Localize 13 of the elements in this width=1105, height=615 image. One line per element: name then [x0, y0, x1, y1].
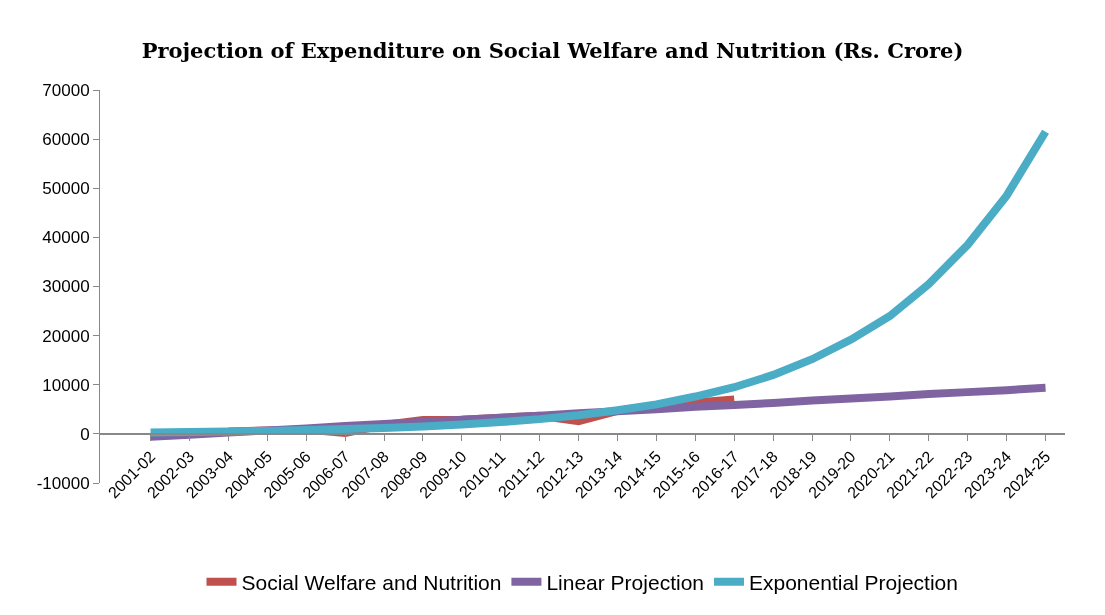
y-tick-label: 70000: [42, 80, 90, 100]
y-tick-label: -10000: [36, 473, 90, 493]
y-tick-label: 20000: [42, 326, 90, 346]
y-tick-label: 0: [80, 424, 90, 444]
y-tick-label: 30000: [42, 277, 90, 297]
legend-label: Exponential Projection: [749, 570, 958, 594]
y-tick-label: 40000: [42, 228, 90, 248]
y-tick-label: 60000: [42, 130, 90, 150]
y-tick-label: 50000: [42, 179, 90, 199]
legend-label: Social Welfare and Nutrition: [241, 570, 502, 594]
legend-label: Linear Projection: [546, 570, 704, 594]
chart-title: Projection of Expenditure on Social Welfare and Nutrition (Rs. Crore): [141, 37, 964, 63]
y-tick-label: 10000: [42, 375, 90, 395]
